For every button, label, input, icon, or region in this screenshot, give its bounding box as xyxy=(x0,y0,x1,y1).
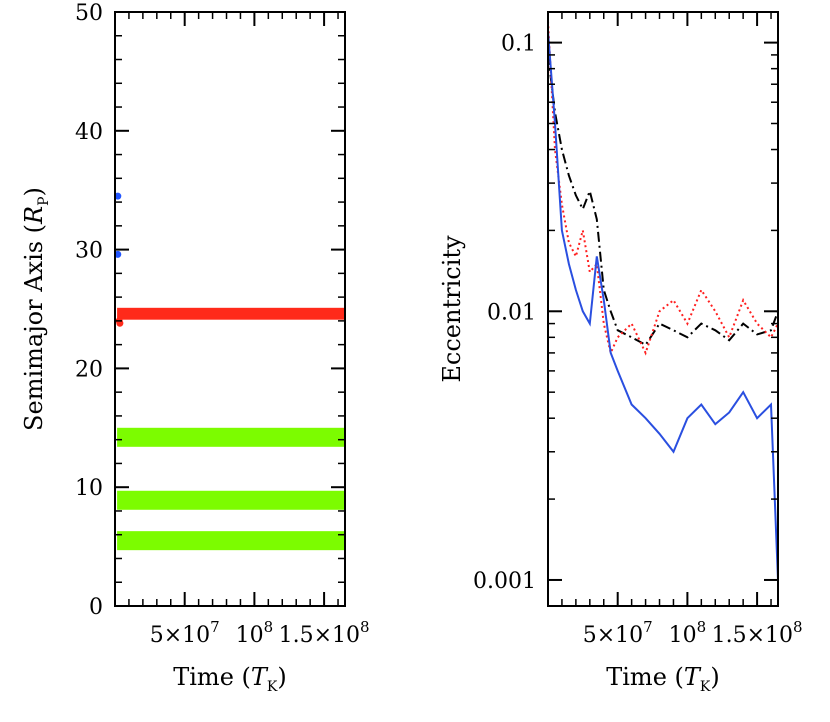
eccentricity-ytick-label-1: 0.01 xyxy=(487,300,536,325)
semimajor-y-axis-title-text: Semimajor Axis ( xyxy=(20,224,48,431)
semimajor-band-series-3 xyxy=(117,531,345,551)
semimajor-x-axis-title-sub: K xyxy=(267,679,278,695)
semimajor-xtick-label-0: 5×107 xyxy=(150,618,220,648)
eccentricity-xtick-label-exp-1: 8 xyxy=(697,618,707,636)
eccentricity-x-axis-title: Time (TK) xyxy=(606,663,720,695)
semimajor-y-axis-title-symbol: R xyxy=(20,206,48,225)
semimajor-plot-area xyxy=(115,192,345,551)
semimajor-ytick-label-3: 30 xyxy=(75,239,103,264)
semimajor-band-series-0 xyxy=(117,307,345,320)
eccentricity-x-axis-title-end: ) xyxy=(710,663,719,691)
eccentricity-x-axis-title-sub: K xyxy=(700,679,711,695)
eccentricity-line-series-2 xyxy=(548,31,778,581)
semimajor-ytick-label-5: 50 xyxy=(75,1,103,26)
semimajor-y-axis-title: Semimajor Axis (RP) xyxy=(20,187,52,431)
semimajor-xtick-label-exp-2: 8 xyxy=(360,618,370,636)
semimajor-xtick-label-exp-0: 7 xyxy=(210,618,220,636)
semimajor-y-axis-title-sub: P xyxy=(36,196,52,205)
eccentricity-x-axis-title-text: Time ( xyxy=(606,663,684,691)
eccentricity-xtick-label-base-0: 5×10 xyxy=(583,623,643,648)
eccentricity-frame xyxy=(547,11,779,607)
eccentricity-xtick-label-exp-0: 7 xyxy=(643,618,653,636)
eccentricity-plot-area xyxy=(548,21,778,581)
semimajor-xtick-label-base-2: 1.5×10 xyxy=(279,623,360,648)
eccentricity-xtick-label-base-1: 10 xyxy=(669,623,697,648)
eccentricity-xtick-label-base-2: 1.5×10 xyxy=(712,623,793,648)
semimajor-band-series-1 xyxy=(117,427,345,447)
semimajor-ytick-label-1: 10 xyxy=(75,476,103,501)
semimajor-ytick-label-4: 40 xyxy=(75,120,103,145)
eccentricity-y-axis-title: Eccentricity xyxy=(438,235,466,383)
semimajor-ytick-label-2: 20 xyxy=(75,357,103,382)
semimajor-xtick-label-2: 1.5×108 xyxy=(279,618,370,648)
semimajor-point-4-0 xyxy=(115,192,122,200)
semimajor-frame xyxy=(114,11,346,607)
eccentricity-xtick-label-2: 1.5×108 xyxy=(712,618,803,648)
eccentricity-xtick-label-1: 108 xyxy=(669,618,707,648)
semimajor-x-axis-title-end: ) xyxy=(277,663,286,691)
semimajor-xtick-label-exp-1: 8 xyxy=(264,618,274,636)
eccentricity-x-axis-title-symbol: T xyxy=(684,663,702,691)
semimajor-xtick-label-base-1: 10 xyxy=(236,623,264,648)
eccentricity-ytick-label-0: 0.001 xyxy=(473,569,536,594)
semimajor-y-axis-title-end: ) xyxy=(20,187,48,196)
semimajor-ytick-label-0: 0 xyxy=(89,595,103,620)
semimajor-point-4-1 xyxy=(115,250,122,258)
eccentricity-xtick-label-exp-2: 8 xyxy=(793,618,803,636)
semimajor-x-axis-title-symbol: T xyxy=(251,663,269,691)
eccentricity-xtick-label-0: 5×107 xyxy=(583,618,653,648)
semimajor-x-axis-title: Time (TK) xyxy=(173,663,287,695)
semimajor-xtick-label-1: 108 xyxy=(236,618,274,648)
eccentricity-line-series-0 xyxy=(548,54,778,347)
eccentricity-ytick-label-2: 0.1 xyxy=(501,32,536,57)
semimajor-x-axis-title-text: Time ( xyxy=(173,663,251,691)
eccentricity-line-series-1 xyxy=(548,21,778,357)
semimajor-xtick-label-base-0: 5×10 xyxy=(150,623,210,648)
semimajor-band-series-2 xyxy=(117,490,345,510)
